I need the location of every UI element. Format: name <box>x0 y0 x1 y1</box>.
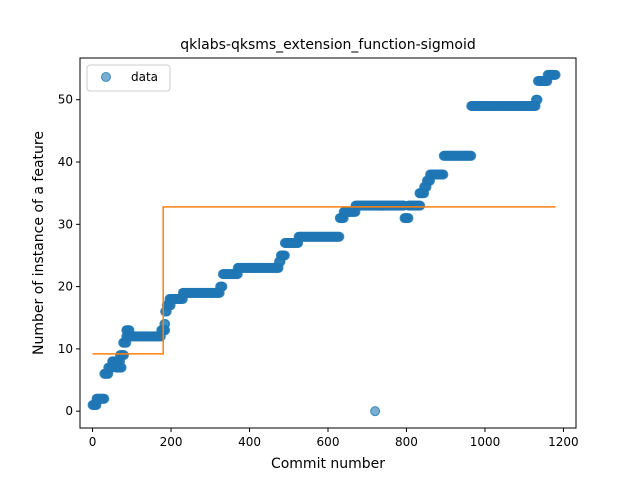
x-tick-label: 0 <box>89 435 97 449</box>
y-tick-label: 30 <box>58 217 73 231</box>
legend-label-data: data <box>131 70 158 84</box>
chart-title: qklabs-qksms_extension_function-sigmoid <box>180 37 475 53</box>
legend: data <box>86 64 171 92</box>
data-point <box>160 318 171 329</box>
data-point <box>99 393 110 404</box>
plot-area <box>87 69 561 417</box>
x-tick-label: 400 <box>238 435 261 449</box>
data-point <box>438 169 449 180</box>
fit-line <box>92 206 556 355</box>
x-tick-label: 1000 <box>470 435 501 449</box>
x-tick-label: 800 <box>395 435 418 449</box>
y-tick-label: 0 <box>65 404 73 418</box>
legend-box <box>86 64 171 92</box>
data-point <box>550 69 561 80</box>
data-point <box>217 281 228 292</box>
x-tick-label: 600 <box>317 435 340 449</box>
data-point <box>279 250 290 261</box>
data-point <box>532 94 543 105</box>
data-point <box>118 350 129 361</box>
data-point <box>415 200 426 211</box>
x-axis-label: Commit number <box>271 456 385 472</box>
legend-marker-data <box>101 72 111 82</box>
x-tick-label: 1200 <box>548 435 579 449</box>
data-point <box>403 213 414 224</box>
data-point <box>466 150 477 161</box>
data-point <box>334 231 345 242</box>
y-tick-label: 20 <box>58 280 73 294</box>
x-tick-label: 200 <box>160 435 183 449</box>
y-tick-label: 50 <box>58 93 73 107</box>
y-tick-label: 10 <box>58 342 73 356</box>
y-axis-label: Number of instance of a feature <box>31 131 47 355</box>
data-point-outlier <box>370 406 381 417</box>
y-tick-label: 40 <box>58 155 73 169</box>
data-point <box>116 362 127 373</box>
axis-ticks: 0 200 400 600 800 1000 1200 0 10 20 30 40 50 <box>58 93 579 449</box>
